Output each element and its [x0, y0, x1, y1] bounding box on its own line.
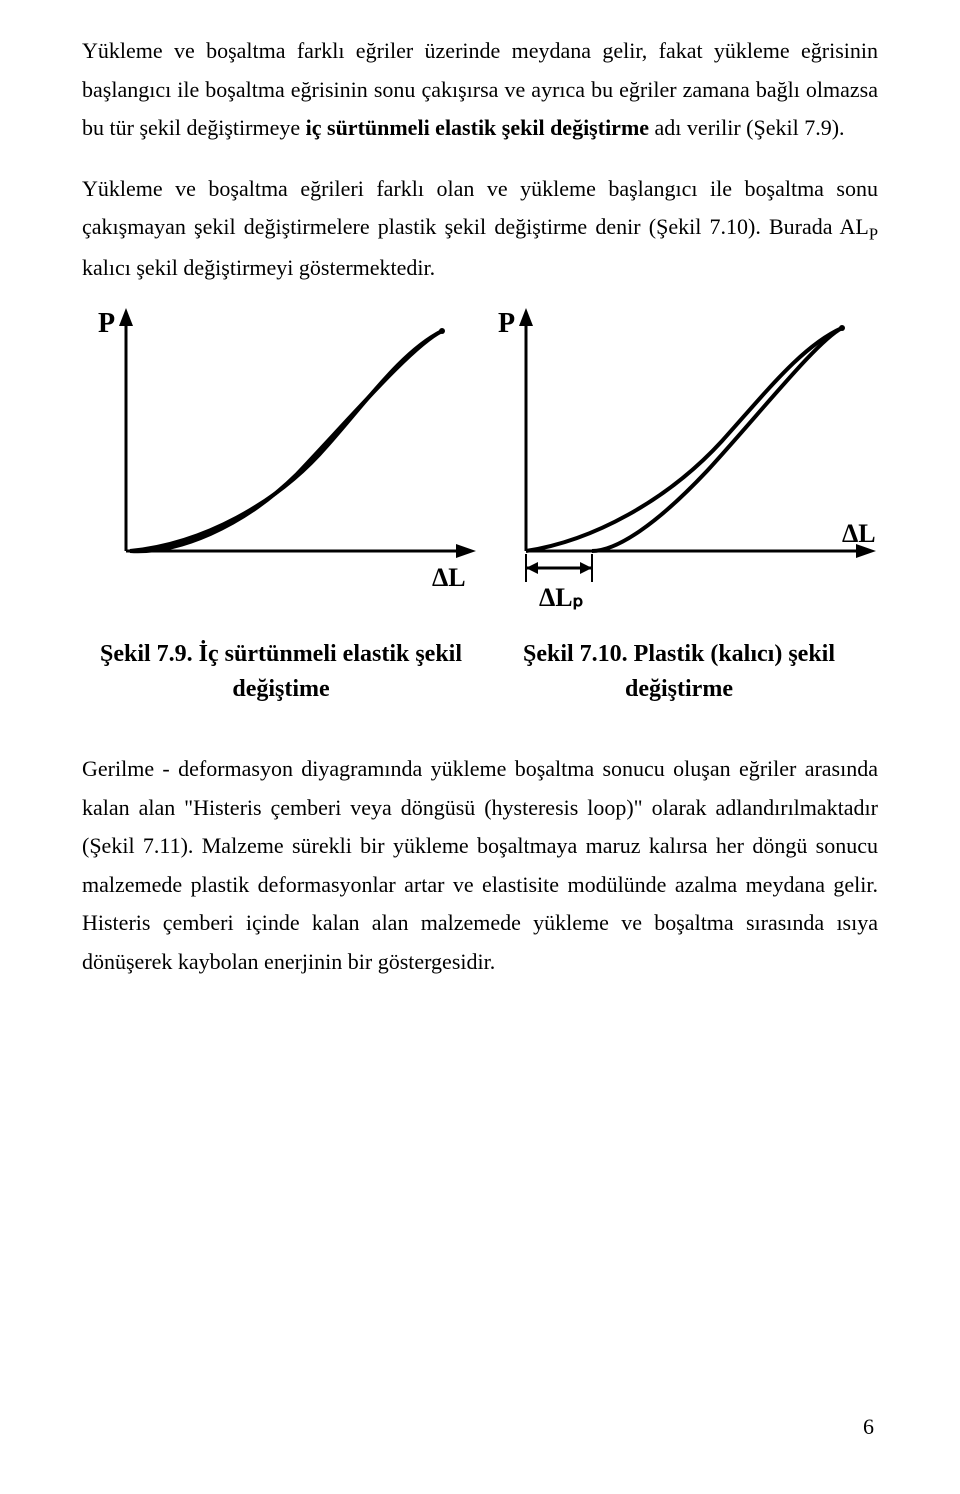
delta-lp-label: ΔLₚ	[539, 583, 584, 612]
p1-text-b: adı verilir (Şekil 7.9).	[655, 115, 845, 140]
paragraph-2: Yükleme ve boşaltma eğrileri farklı olan…	[82, 170, 878, 288]
page-number: 6	[863, 1414, 874, 1440]
paragraph-1: Yükleme ve boşaltma farklı eğriler üzeri…	[82, 32, 878, 148]
paragraph-3: Gerilme - deformasyon diyagramında yükle…	[82, 750, 878, 981]
figures-row: P ΔL P ΔL	[82, 306, 878, 631]
caption-7-10: Şekil 7.10. Plastik (kalıcı) şekil değiş…	[480, 637, 878, 707]
caption-7-10-l2: değiştirme	[625, 676, 733, 702]
axis-x-label-left: ΔL	[432, 563, 466, 592]
curve-lower-left	[130, 331, 442, 551]
figure-7-10: P ΔL ΔLₚ	[482, 306, 882, 631]
caption-7-9: Şekil 7.9. İç sürtünmeli elastik şekil d…	[82, 637, 480, 707]
p2-text-a: Yükleme ve boşaltma eğrileri farklı olan…	[82, 176, 878, 240]
caption-7-9-l1: Şekil 7.9. İç sürtünmeli elastik şekil	[100, 641, 462, 667]
figure-7-9-svg: P ΔL	[82, 306, 482, 606]
axis-y-label-right: P	[498, 308, 515, 339]
captions-row: Şekil 7.9. İç sürtünmeli elastik şekil d…	[82, 637, 878, 707]
caption-7-9-l2: değiştime	[232, 676, 329, 702]
curve-upper-right	[526, 328, 842, 551]
p2-text-b: kalıcı şekil değiştirmeyi göstermektedir…	[82, 255, 435, 280]
axis-y-label-left: P	[98, 308, 115, 339]
curve-upper-left	[130, 331, 442, 551]
figure-7-9: P ΔL	[82, 306, 482, 631]
p2-sub: P	[869, 224, 878, 243]
p1-bold: iç sürtünmeli elastik şekil değiştirme	[306, 115, 655, 140]
caption-7-10-l1: Şekil 7.10. Plastik (kalıcı) şekil	[523, 641, 835, 667]
curve-lower-right	[592, 328, 842, 551]
p3-text: Gerilme - deformasyon diyagramında yükle…	[82, 756, 878, 974]
figure-7-10-svg: P ΔL ΔLₚ	[482, 306, 882, 626]
axis-x-label-right: ΔL	[842, 519, 876, 548]
